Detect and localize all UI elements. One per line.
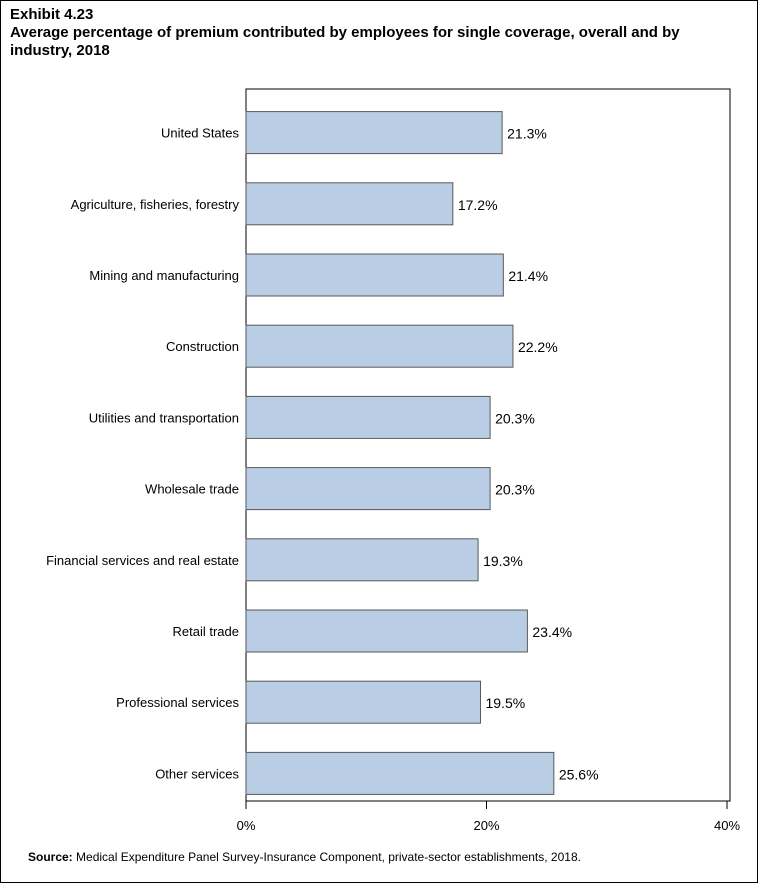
- source-label: Source:: [28, 850, 73, 864]
- bar: [245, 751, 555, 795]
- bar: [245, 538, 479, 582]
- category-label: United States: [161, 126, 240, 141]
- plot-frame: [245, 88, 731, 802]
- data-label: 20.3%: [495, 482, 535, 498]
- data-label: 21.3%: [507, 126, 547, 142]
- category-label: Construction: [166, 339, 239, 354]
- data-label: 19.3%: [483, 553, 523, 569]
- category-label: Agriculture, fisheries, forestry: [71, 197, 240, 212]
- bar: [245, 253, 504, 297]
- category-label: Mining and manufacturing: [89, 268, 239, 283]
- data-label: 23.4%: [532, 624, 572, 640]
- bar: [245, 680, 481, 724]
- data-label: 19.5%: [485, 695, 525, 711]
- source-note: Source: Medical Expenditure Panel Survey…: [28, 850, 581, 864]
- data-label: 20.3%: [495, 410, 535, 426]
- bar: [245, 609, 528, 653]
- category-label: Utilities and transportation: [89, 410, 239, 425]
- data-label: 22.2%: [518, 339, 558, 355]
- data-label: 17.2%: [458, 197, 498, 213]
- x-tick-label: 0%: [237, 818, 256, 833]
- x-tick-label: 40%: [714, 818, 740, 833]
- category-label: Professional services: [116, 695, 239, 710]
- bar: [245, 395, 491, 439]
- category-label: Wholesale trade: [145, 482, 239, 497]
- bar: [245, 111, 503, 155]
- data-label: 21.4%: [508, 268, 548, 284]
- bar: [245, 467, 491, 511]
- category-label: Other services: [155, 766, 239, 781]
- bar: [245, 182, 454, 226]
- category-label: Financial services and real estate: [46, 553, 239, 568]
- data-label: 25.6%: [559, 766, 599, 782]
- category-label: Retail trade: [173, 624, 239, 639]
- bar: [245, 324, 514, 368]
- chart-title: Average percentage of premium contribute…: [10, 24, 680, 59]
- source-text: Medical Expenditure Panel Survey-Insuran…: [76, 850, 581, 864]
- exhibit-number: Exhibit 4.23: [10, 6, 94, 23]
- x-tick-label: 20%: [473, 818, 499, 833]
